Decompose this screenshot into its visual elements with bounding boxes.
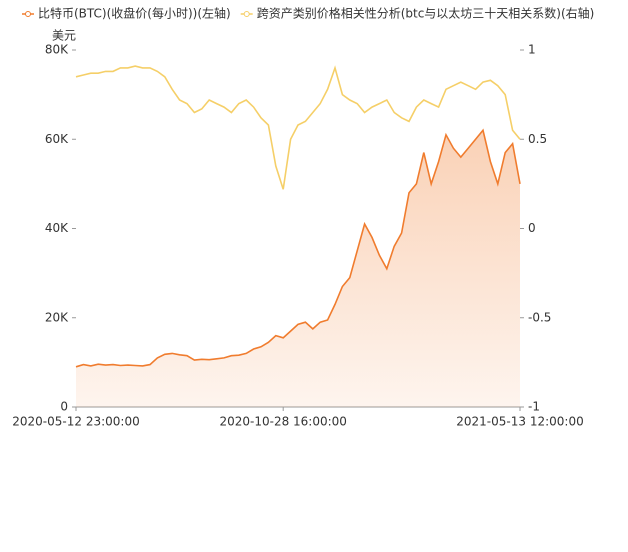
series-line xyxy=(75,65,521,190)
y2-tick-label: 0 xyxy=(528,221,536,235)
y-tick-label: 60K xyxy=(45,132,69,146)
series-line xyxy=(75,128,521,368)
y-axis-unit: 美元 xyxy=(52,29,76,43)
y2-tick-label: 0.5 xyxy=(528,132,547,146)
legend-label: 比特币(BTC)(收盘价(每小时))(左轴) xyxy=(38,6,231,21)
x-tick-label: 2020-10-28 16:00:00 xyxy=(219,415,346,429)
legend-label: 跨资产类别价格相关性分析(btc与以太坊三十天相关系数)(右轴) xyxy=(257,6,595,21)
y2-tick-label: -1 xyxy=(528,400,540,414)
btc-area xyxy=(76,130,520,408)
y2-tick-label: -0.5 xyxy=(528,310,551,324)
x-tick-label: 2021-05-13 12:00:00 xyxy=(456,415,583,429)
y-tick-label: 80K xyxy=(45,43,69,57)
y-tick-label: 20K xyxy=(45,310,69,324)
y2-tick-label: 1 xyxy=(528,43,536,57)
y-tick-label: 0 xyxy=(60,400,68,414)
legend-marker xyxy=(25,11,31,17)
legend-marker xyxy=(243,11,250,17)
x-tick-label: 2020-05-12 23:00:00 xyxy=(12,415,139,429)
y-tick-label: 40K xyxy=(45,221,69,235)
